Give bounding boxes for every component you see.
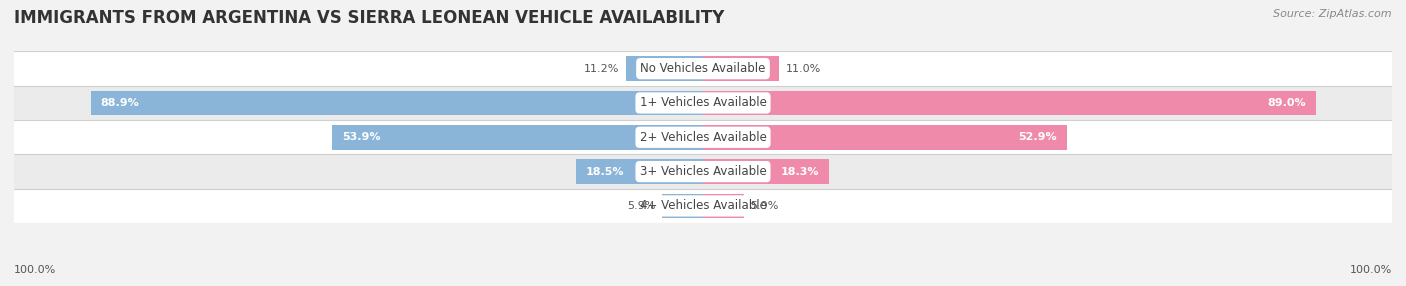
Text: 88.9%: 88.9% xyxy=(101,98,139,108)
Bar xyxy=(626,56,703,81)
Bar xyxy=(575,159,703,184)
Text: 18.3%: 18.3% xyxy=(780,167,818,176)
Bar xyxy=(90,91,703,115)
Text: 18.5%: 18.5% xyxy=(586,167,624,176)
Text: 4+ Vehicles Available: 4+ Vehicles Available xyxy=(640,199,766,212)
Text: 52.9%: 52.9% xyxy=(1018,132,1057,142)
Bar xyxy=(703,91,1316,115)
Text: Source: ZipAtlas.com: Source: ZipAtlas.com xyxy=(1274,9,1392,19)
Text: 11.0%: 11.0% xyxy=(786,64,821,74)
Bar xyxy=(703,56,779,81)
Legend: Immigrants from Argentina, Sierra Leonean: Immigrants from Argentina, Sierra Leonea… xyxy=(546,284,860,286)
Bar xyxy=(703,159,830,184)
Bar xyxy=(703,194,744,218)
Bar xyxy=(703,125,1067,150)
Text: 2+ Vehicles Available: 2+ Vehicles Available xyxy=(640,131,766,144)
Text: 100.0%: 100.0% xyxy=(14,265,56,275)
Text: 1+ Vehicles Available: 1+ Vehicles Available xyxy=(640,96,766,110)
Text: 100.0%: 100.0% xyxy=(1350,265,1392,275)
Bar xyxy=(14,189,1392,223)
Bar xyxy=(14,86,1392,120)
Bar xyxy=(14,51,1392,86)
Text: 3+ Vehicles Available: 3+ Vehicles Available xyxy=(640,165,766,178)
Bar xyxy=(332,125,703,150)
Bar xyxy=(14,154,1392,189)
Text: 5.9%: 5.9% xyxy=(751,201,779,211)
Bar xyxy=(14,120,1392,154)
Text: 5.9%: 5.9% xyxy=(627,201,655,211)
Text: 53.9%: 53.9% xyxy=(342,132,381,142)
Text: 89.0%: 89.0% xyxy=(1267,98,1306,108)
Text: No Vehicles Available: No Vehicles Available xyxy=(640,62,766,75)
Text: IMMIGRANTS FROM ARGENTINA VS SIERRA LEONEAN VEHICLE AVAILABILITY: IMMIGRANTS FROM ARGENTINA VS SIERRA LEON… xyxy=(14,9,724,27)
Bar xyxy=(662,194,703,218)
Text: 11.2%: 11.2% xyxy=(583,64,619,74)
